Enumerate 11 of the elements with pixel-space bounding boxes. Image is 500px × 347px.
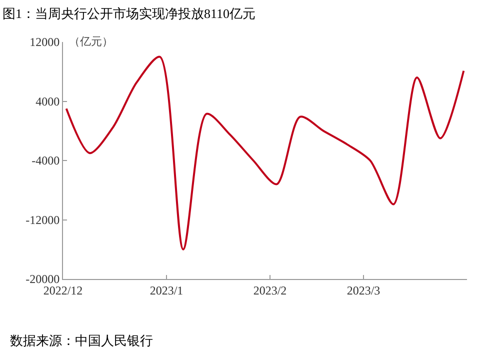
source-note: 数据来源：中国人民银行: [10, 333, 153, 347]
line-series: [65, 56, 465, 250]
y-tick-label: 12000: [30, 35, 60, 50]
x-tick-label: 2023/2: [253, 283, 287, 298]
x-tick-label: 2023/3: [346, 283, 380, 298]
y-tick-label: -4000: [32, 154, 60, 168]
y-tick-label: -12000: [26, 212, 60, 227]
x-tick-label: 2023/1: [150, 283, 184, 298]
y-axis-title: （亿元）: [69, 36, 113, 48]
chart-title: 图1：当周央行公开市场实现净投放8110亿元: [2, 6, 256, 21]
y-tick-label: 4000: [36, 94, 60, 108]
